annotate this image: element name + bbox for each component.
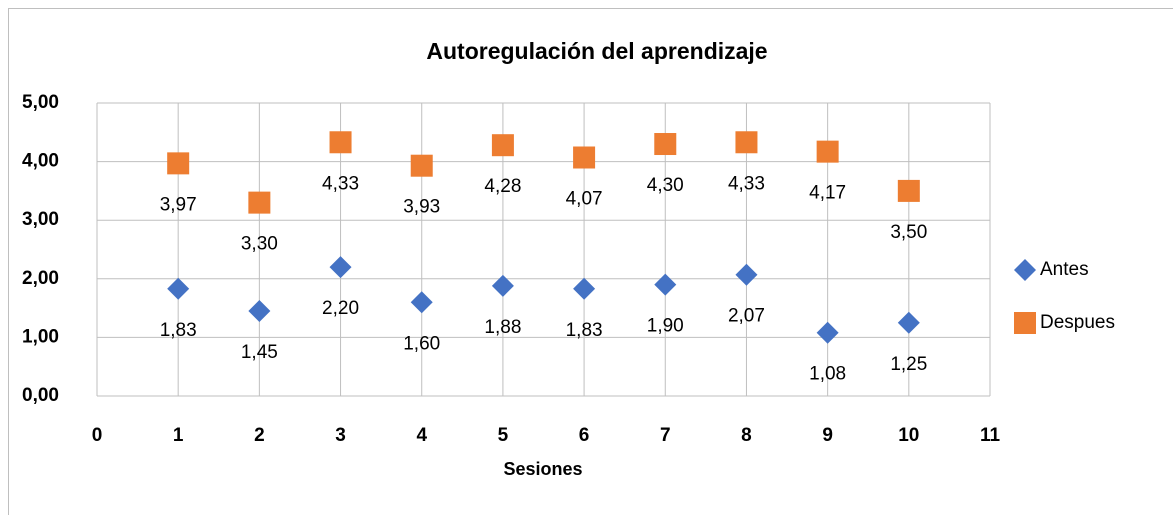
data-label: 3,93 [403,197,440,218]
point [573,146,596,169]
x-axis-label: Sesiones [503,459,582,479]
point [491,274,514,297]
data-label: 4,28 [484,176,521,197]
data-label: 1,88 [484,317,521,338]
data-label: 1,83 [160,320,197,341]
point [735,131,758,154]
x-tick-label: 5 [498,425,509,446]
x-tick-label: 0 [92,425,103,446]
point [167,152,190,175]
y-tick-label: 3,00 [22,209,59,230]
data-label: 2,07 [728,306,765,327]
x-tick-label: 3 [335,425,346,446]
legend-marker [1014,259,1036,281]
x-tick-label: 4 [416,425,427,446]
x-tick-label: 6 [579,425,590,446]
point [167,277,190,300]
data-label: 1,08 [809,364,846,385]
chart-title: Autoregulación del aprendizaje [426,38,767,64]
x-tick-label: 11 [980,425,1001,446]
data-label: 4,17 [809,183,846,204]
point [248,300,271,323]
y-tick-label: 4,00 [22,151,59,172]
x-tick-label: 9 [822,425,833,446]
point [816,321,839,344]
data-label: 1,83 [566,320,603,341]
point [735,263,758,286]
point [654,273,677,296]
point [329,256,352,279]
y-tick-label: 2,00 [22,268,59,289]
x-tick-label: 10 [898,425,919,446]
point [816,140,839,163]
data-label: 3,97 [160,194,197,215]
y-tick-label: 0,00 [22,385,59,406]
point [410,291,433,314]
data-label: 4,33 [322,173,359,194]
x-tick-label: 7 [660,425,671,446]
data-label: 1,60 [403,333,440,354]
y-tick-label: 5,00 [22,92,59,113]
data-label: 4,33 [728,173,765,194]
point [248,191,271,214]
point [410,154,433,177]
data-label: 1,90 [647,316,684,337]
data-label: 1,25 [890,354,927,375]
point [573,277,596,300]
point [654,133,677,156]
legend-label: Antes [1040,259,1089,280]
point [329,131,352,154]
x-tick-label: 1 [173,425,184,446]
data-label: 4,07 [566,189,603,210]
data-label: 3,50 [890,222,927,243]
x-tick-label: 8 [741,425,752,446]
point [491,134,514,157]
point [897,179,920,202]
legend-marker [1014,312,1036,334]
x-tick-label: 2 [254,425,265,446]
legend-label: Despues [1040,312,1115,333]
y-tick-label: 1,00 [22,326,59,347]
chart-border [8,8,1173,515]
data-label: 2,20 [322,298,359,319]
data-label: 3,30 [241,234,278,255]
point [897,311,920,334]
data-label: 1,45 [241,342,278,363]
data-label: 4,30 [647,175,684,196]
